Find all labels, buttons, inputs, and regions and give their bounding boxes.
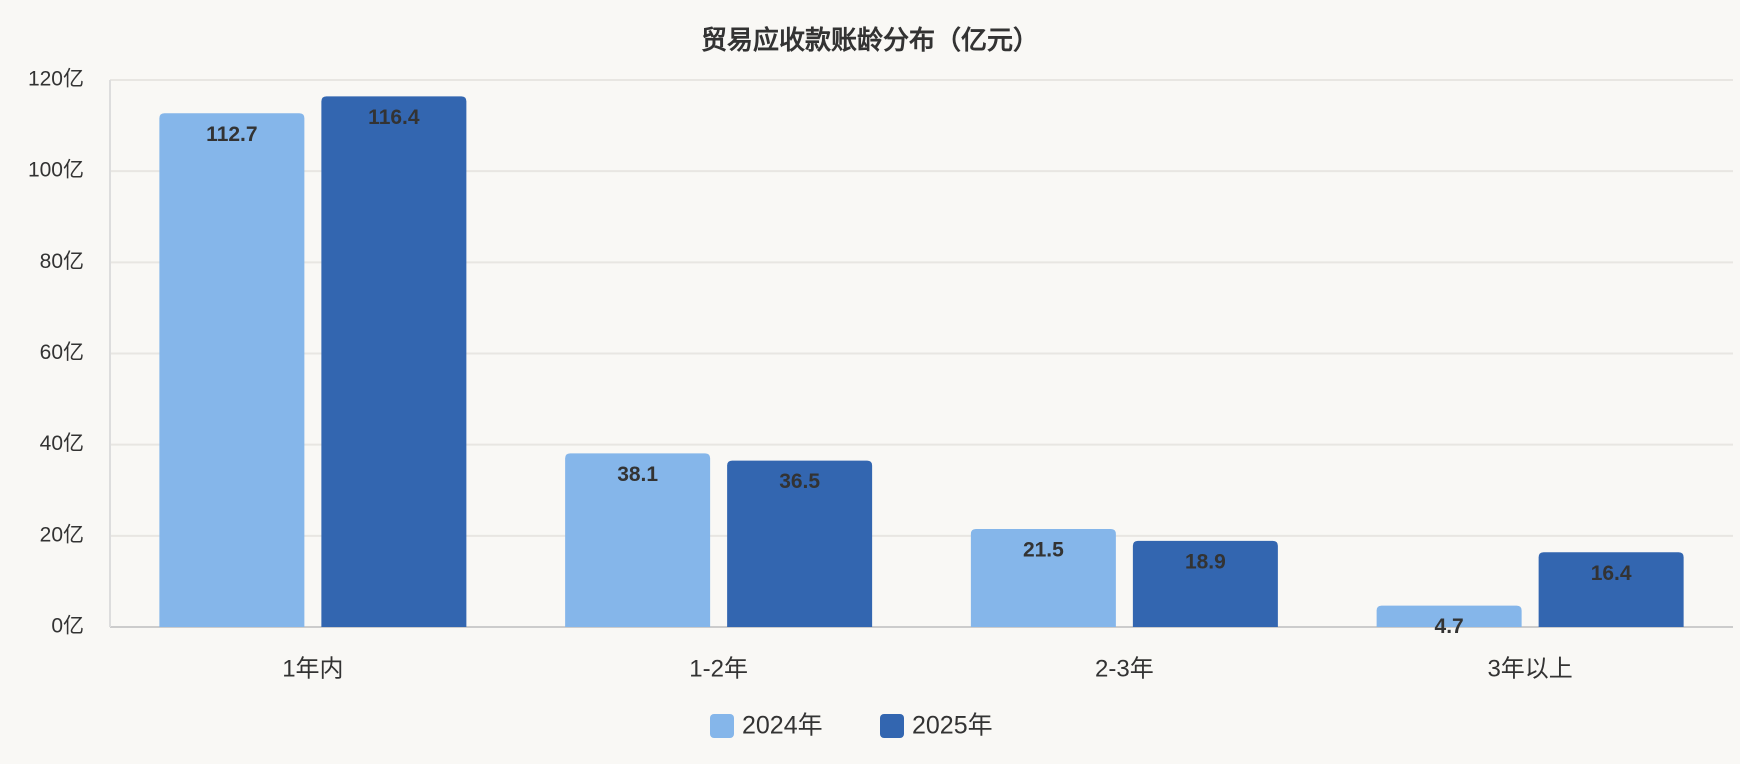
y-tick-label: 60亿: [40, 341, 84, 364]
value-label: 16.4: [1591, 562, 1632, 585]
chart-title: 贸易应收款账龄分布（亿元）: [701, 25, 1039, 55]
y-tick-label: 0亿: [51, 615, 84, 638]
value-label: 36.5: [779, 470, 820, 493]
y-tick-label: 40亿: [40, 432, 84, 455]
y-tick-label: 100亿: [28, 159, 84, 182]
y-tick-label: 80亿: [40, 250, 84, 273]
value-label: 18.9: [1185, 550, 1226, 573]
x-tick-label: 1年内: [282, 655, 343, 682]
value-label: 38.1: [617, 463, 658, 486]
bar: [1132, 540, 1278, 627]
x-tick-label: 2-3年: [1095, 655, 1154, 682]
value-label: 21.5: [1023, 539, 1064, 562]
bar: [1538, 552, 1684, 627]
legend-label: 2025年: [912, 712, 993, 740]
bar: [321, 96, 467, 627]
bar: [970, 528, 1116, 627]
y-tick-label: 20亿: [40, 523, 84, 546]
legend-swatch: [880, 714, 904, 738]
bar: [565, 453, 711, 627]
bar: [727, 460, 873, 627]
bar: [1376, 605, 1522, 627]
value-label: 4.7: [1435, 615, 1464, 638]
x-tick-label: 1-2年: [689, 655, 748, 682]
legend-label: 2024年: [742, 712, 823, 740]
value-label: 112.7: [206, 123, 257, 146]
legend-swatch: [710, 714, 734, 738]
bar: [159, 113, 305, 628]
value-label: 116.4: [368, 106, 420, 129]
x-tick-label: 3年以上: [1487, 655, 1572, 682]
y-tick-label: 120亿: [28, 68, 84, 91]
